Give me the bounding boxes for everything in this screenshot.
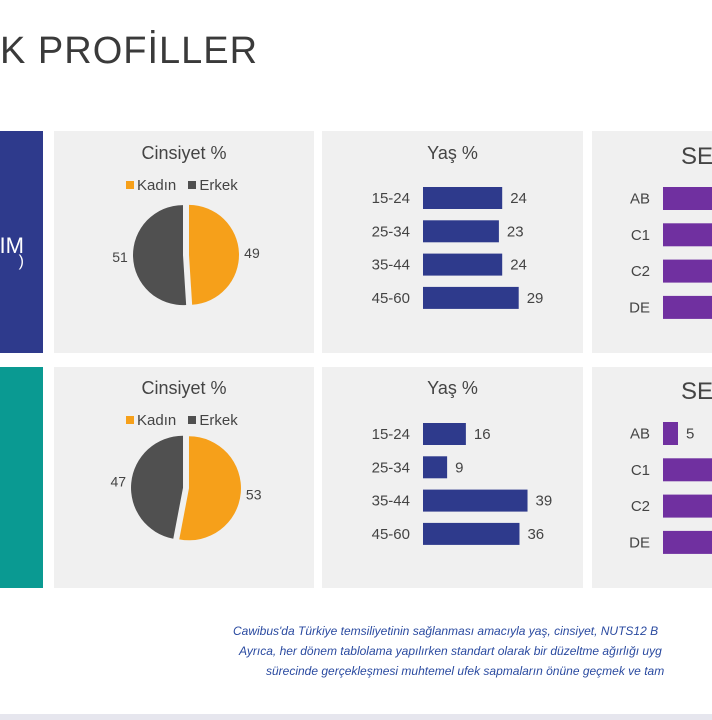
legend-swatch-kadin [126, 181, 134, 189]
bar [663, 295, 712, 319]
chart-title: Cinsiyet % [141, 143, 227, 163]
bar [663, 223, 712, 247]
category-label: 15-24 [372, 190, 410, 207]
pie-slice-kadin [188, 204, 239, 305]
category-label: C1 [631, 227, 650, 244]
category-label: C2 [631, 498, 650, 515]
chart-title: Yaş % [427, 143, 478, 163]
bar [423, 187, 503, 209]
bar-value-label: 36 [527, 526, 544, 543]
bar-value-label: 29 [527, 290, 544, 307]
bar [423, 456, 448, 479]
bar [423, 253, 503, 276]
segment-band-top: IM ) [0, 131, 43, 353]
bar [663, 458, 712, 482]
legend-label-erkek: Erkek [199, 412, 238, 429]
legend-swatch-kadin [126, 416, 134, 424]
chart-title: SE [681, 378, 712, 405]
bar [423, 489, 528, 512]
bar [663, 530, 712, 554]
chart-title: Yaş % [427, 378, 478, 398]
bar [423, 286, 519, 309]
bar-value-label: 24 [510, 190, 527, 207]
category-label: 45-60 [372, 290, 410, 307]
footnote-line-1: Cawibus'da Türkiye temsiliyetinin sağlan… [233, 624, 659, 638]
category-label: C1 [631, 462, 650, 479]
age-panel-2: Yaş % 15-24 16 25-34 9 35-44 39 45-60 36 [322, 367, 583, 588]
ses-panel-2: SE AB 5 C1 C2 DE [592, 367, 712, 588]
legend-label-kadin: Kadın [137, 177, 177, 194]
age-bar-chart-1: 15-24 24 25-34 23 35-44 24 45-60 29 [372, 187, 544, 309]
bar-value-label: 24 [510, 257, 527, 274]
category-label: 15-24 [372, 426, 410, 443]
segment-label-top-2: ) [18, 253, 24, 270]
category-label: 25-34 [372, 459, 410, 476]
bottom-divider [0, 714, 712, 720]
pie-slice-erkek [131, 435, 184, 539]
legend-swatch-erkek [188, 416, 197, 424]
footnote-line-2: Ayrıca, her dönem tablolama yapılırken s… [239, 644, 662, 658]
pie-value-label: 53 [246, 486, 262, 502]
age-panel-1: Yaş % 15-24 24 25-34 23 35-44 24 45-60 29 [322, 131, 583, 353]
category-label: DE [629, 534, 650, 551]
page-title: K PROFİLLER [0, 30, 259, 72]
category-label: AB [630, 426, 650, 443]
legend-label-kadin: Kadın [137, 412, 177, 429]
pie-slice-erkek [133, 205, 187, 306]
bar-value-label: 5 [686, 426, 694, 443]
pie-slice-kadin [179, 436, 241, 541]
bar [663, 494, 712, 518]
ses-bar-chart-1: AB C1 C2 DE [629, 187, 712, 319]
bar-value-label: 39 [536, 493, 553, 510]
category-label: 35-44 [372, 257, 410, 274]
chart-legend: Kadın Erkek [126, 412, 238, 429]
gender-panel-1: Cinsiyet % Kadın Erkek 49 51 [54, 131, 314, 353]
pie-chart-2: 53 47 [111, 435, 262, 541]
bar [423, 423, 466, 445]
legend-swatch-erkek [188, 181, 197, 189]
ses-panel-1: SE AB C1 C2 DE [592, 131, 712, 353]
legend-label-erkek: Erkek [199, 177, 238, 194]
segment-band-bottom [0, 367, 43, 588]
category-label: 35-44 [372, 493, 410, 510]
bar [663, 187, 712, 210]
chart-legend: Kadın Erkek [126, 177, 238, 194]
category-label: C2 [631, 263, 650, 280]
chart-title: Cinsiyet % [141, 378, 227, 398]
category-label: 25-34 [372, 223, 410, 240]
bar [663, 422, 678, 445]
pie-chart-1: 49 51 [112, 204, 260, 306]
bar-value-label: 9 [455, 459, 463, 476]
age-bar-chart-2: 15-24 16 25-34 9 35-44 39 45-60 36 [372, 423, 553, 545]
ses-bar-chart-2: AB 5 C1 C2 DE [629, 422, 712, 554]
pie-value-label: 47 [111, 474, 127, 490]
category-label: DE [629, 299, 650, 316]
chart-title: SE [681, 143, 712, 170]
bar [663, 259, 712, 283]
gender-panel-2: Cinsiyet % Kadın Erkek 53 47 [54, 367, 314, 588]
bar-value-label: 23 [507, 223, 524, 240]
bar [423, 220, 499, 243]
segment-label-top: IM [0, 233, 24, 258]
bar-value-label: 16 [474, 426, 491, 443]
category-label: 45-60 [372, 526, 410, 543]
footnote: Cawibus'da Türkiye temsiliyetinin sağlan… [233, 621, 664, 681]
footnote-line-3: sürecinde gerçekleşmesi muhtemel ufek sa… [266, 664, 665, 678]
pie-value-label: 49 [244, 245, 260, 261]
category-label: AB [630, 191, 650, 208]
pie-value-label: 51 [112, 249, 128, 265]
bar [423, 522, 520, 545]
